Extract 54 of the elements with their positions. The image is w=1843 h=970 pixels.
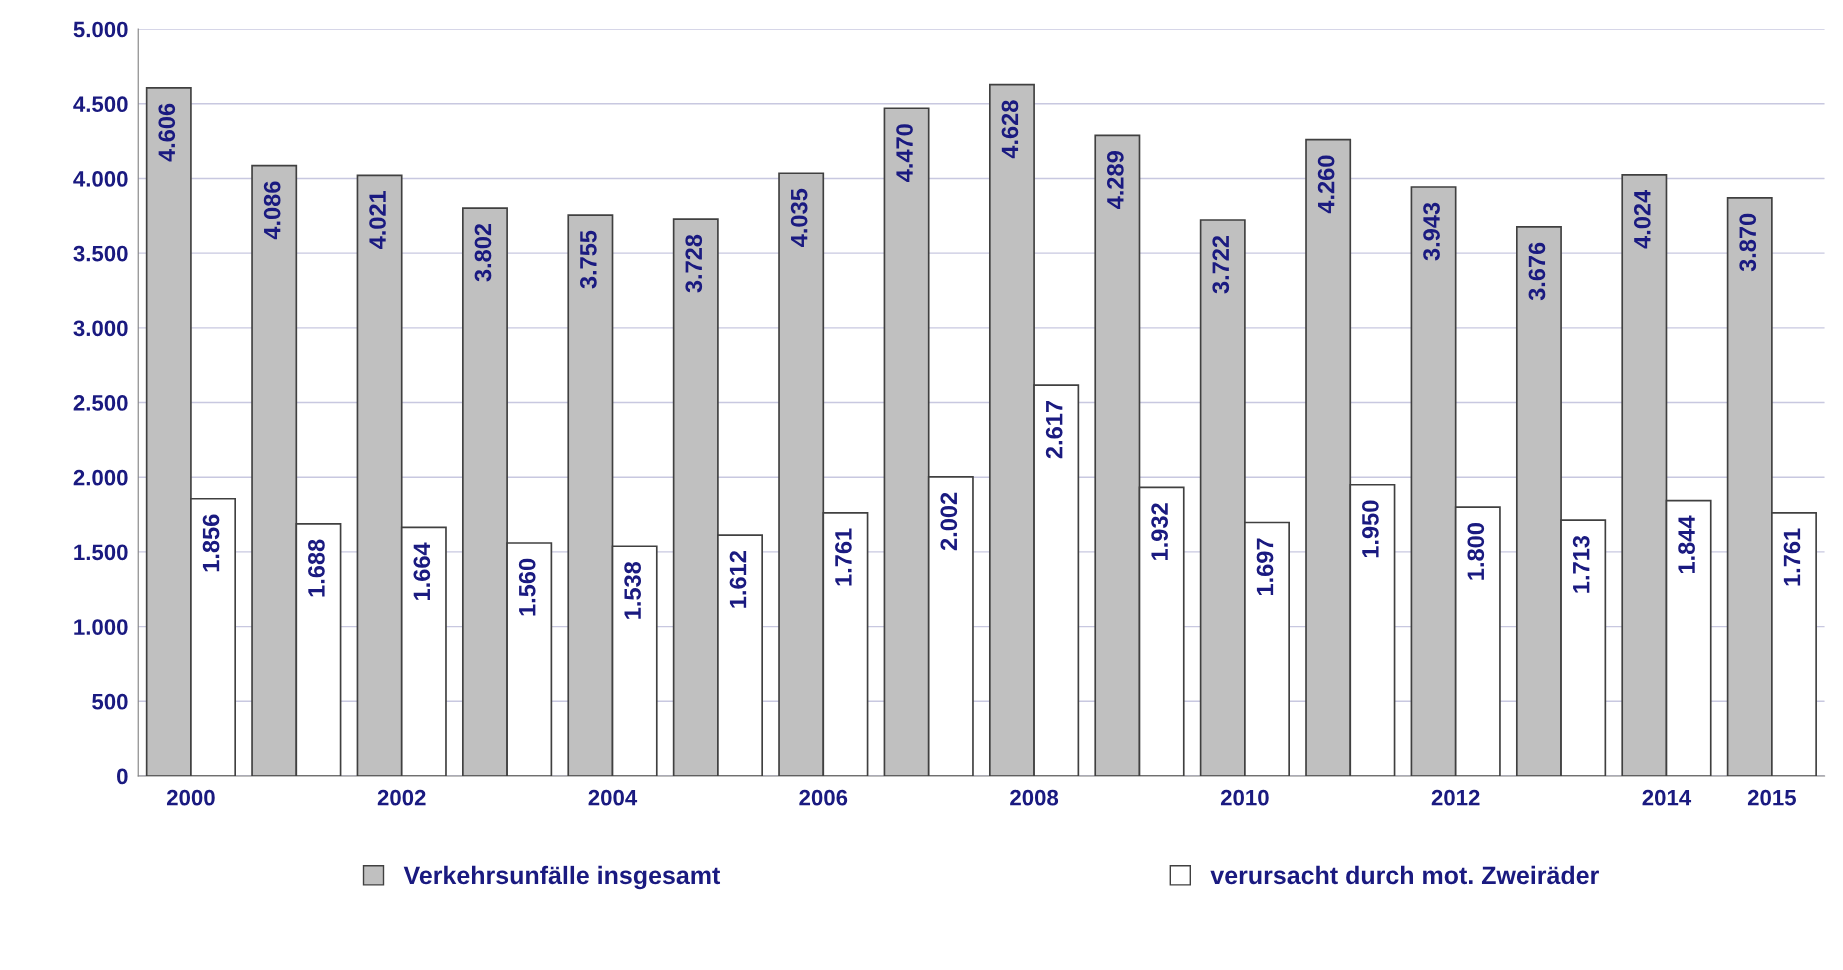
- data-label: 1.697: [1256, 538, 1274, 596]
- data-label: 1.856: [202, 514, 220, 572]
- y-tick-label: 2.000: [73, 469, 128, 486]
- data-label: 3.722: [1212, 235, 1230, 294]
- data-label: 3.728: [685, 234, 703, 293]
- data-label: 1.612: [729, 551, 747, 608]
- data-label: 4.606: [158, 103, 176, 162]
- data-label: 3.755: [579, 230, 597, 289]
- data-label: 1.713: [1572, 535, 1590, 593]
- data-label: 1.538: [624, 561, 642, 619]
- x-tick-label: 2014: [1642, 789, 1692, 806]
- data-label: 3.870: [1739, 213, 1757, 272]
- y-tick-label: 3.500: [73, 245, 128, 262]
- data-label: 1.664: [413, 542, 431, 600]
- data-label: 4.470: [896, 124, 913, 182]
- y-tick-label: 2.500: [73, 395, 128, 411]
- y-tick-label: 0: [117, 768, 128, 785]
- y-tick-label: 4.000: [73, 171, 128, 187]
- data-label: 4.289: [1106, 151, 1124, 209]
- data-label: 1.932: [1151, 503, 1168, 560]
- x-tick-label: 2004: [588, 789, 638, 806]
- data-label: 1.761: [835, 528, 852, 586]
- y-tick-label: 5.000: [73, 21, 128, 38]
- y-tick-label: 500: [92, 693, 128, 710]
- data-label: 3.676: [1528, 242, 1546, 301]
- y-tick-label: 3.000: [73, 320, 128, 337]
- data-label: 3.943: [1423, 202, 1440, 261]
- x-tick-label: 2010: [1220, 789, 1269, 806]
- legend-label: Verkehrsunfälle insgesamt: [403, 865, 721, 890]
- data-label: 1.688: [308, 539, 325, 597]
- legend-label: verursacht durch mot. Zweiräder: [1210, 865, 1599, 885]
- data-label: 1.560: [518, 558, 536, 616]
- data-label: 3.802: [474, 223, 492, 282]
- x-tick-label: 2000: [166, 789, 215, 806]
- y-tick-label: 1.500: [74, 544, 128, 561]
- data-label: 1.844: [1678, 515, 1695, 574]
- y-tick-label: 1.000: [74, 619, 128, 635]
- x-tick-label: 2002: [377, 789, 426, 806]
- data-label: 4.035: [790, 188, 808, 247]
- x-tick-label: 2012: [1431, 789, 1480, 806]
- data-label: 4.086: [263, 181, 281, 240]
- y-tick-label: 4.500: [73, 96, 128, 113]
- data-label: 4.628: [1001, 100, 1019, 159]
- x-tick-label: 2015: [1747, 789, 1796, 806]
- data-label: 1.761: [1783, 528, 1801, 586]
- data-label: 2.002: [940, 492, 958, 551]
- data-label: 2.617: [1045, 401, 1063, 459]
- data-label: 4.260: [1317, 155, 1335, 214]
- x-tick-label: 2008: [1010, 789, 1059, 806]
- data-label: 4.021: [369, 190, 386, 249]
- x-tick-label: 2006: [799, 789, 848, 806]
- data-label: 4.024: [1633, 189, 1651, 249]
- data-label: 1.950: [1362, 500, 1379, 558]
- data-label: 1.800: [1467, 523, 1485, 580]
